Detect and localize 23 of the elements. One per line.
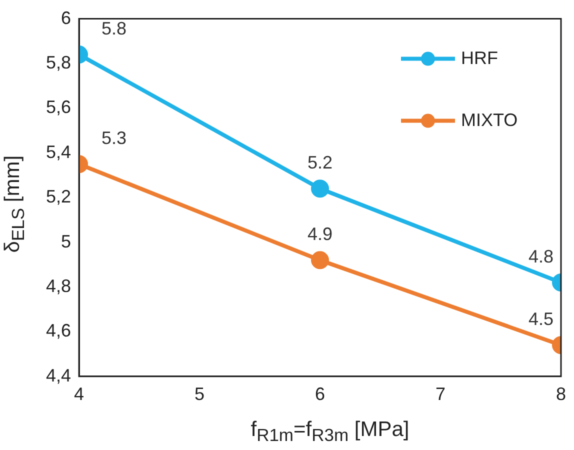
y-tick-label: 4,4 <box>46 365 72 386</box>
data-label: 4.5 <box>528 309 554 330</box>
x-tick-label: 7 <box>435 384 446 404</box>
data-label: 5.3 <box>102 128 127 148</box>
y-tick-label: 4,8 <box>46 276 72 296</box>
x-tick-label: 8 <box>556 384 566 404</box>
x-tick-label: 5 <box>194 384 205 404</box>
y-tick-label: 5,2 <box>46 186 72 207</box>
y-tick-label: 4,6 <box>46 320 72 341</box>
y-tick-label: 6 <box>61 8 72 28</box>
y-tick-label: 5,8 <box>46 52 72 72</box>
x-tick-label: 4 <box>74 384 84 404</box>
y-tick-label: 5,4 <box>46 142 72 162</box>
data-label: 5.2 <box>307 152 333 173</box>
legend-label: HRF <box>460 48 498 68</box>
data-label: 4.9 <box>307 224 333 244</box>
legend-label: MIXTO <box>460 110 518 130</box>
x-axis-title: f$_{R1m}$=f$_{R3m}$ [MPa] <box>250 418 410 446</box>
data-label: 4.8 <box>528 246 554 266</box>
data-label: 5.8 <box>102 18 127 39</box>
y-tick-label: 5 <box>61 231 72 252</box>
x-tick-label: 6 <box>315 384 326 404</box>
y-tick-label: 5,6 <box>46 97 72 118</box>
